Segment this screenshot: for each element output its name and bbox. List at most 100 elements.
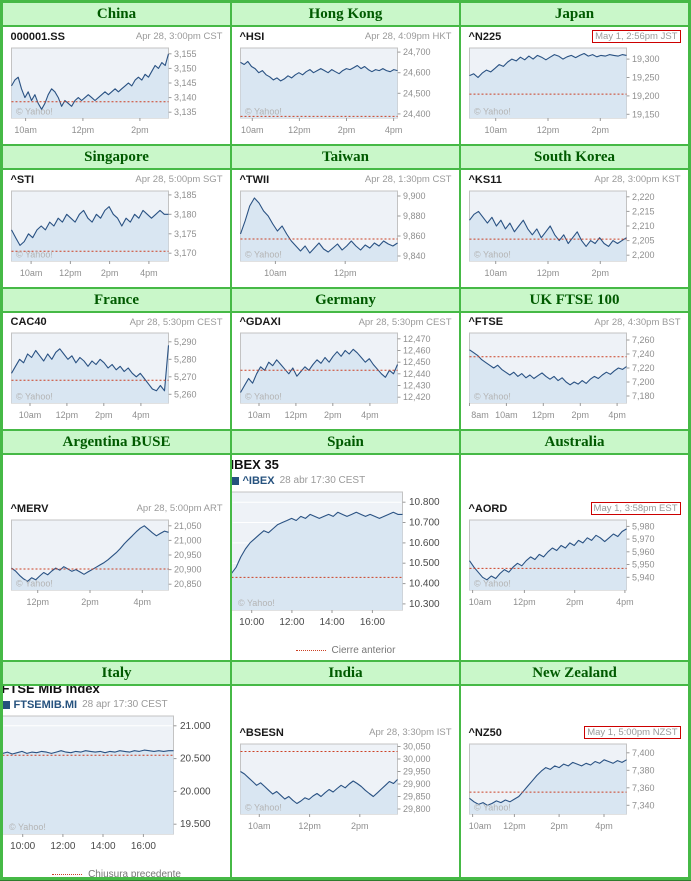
chart-panel-uk[interactable]: ^FTSE Apr 28, 4:30pm BST 7,180 7,200 7,220 7… [468, 314, 681, 428]
svg-text:20,950: 20,950 [174, 550, 202, 560]
svg-text:7,180: 7,180 [632, 391, 655, 401]
svg-text:4pm: 4pm [384, 125, 402, 135]
chart-panel-argentina[interactable]: ^MERV Apr 28, 5:00pm ART 20,850 20,900 20,9… [10, 501, 223, 615]
price-chart: 2,200 2,205 2,210 2,215 2,220 10am 12pm 2pm © Ya… [468, 190, 655, 278]
chart-panel-italy[interactable]: FTSE MIB Index FTSEMIB.MI 28 apr 17:30 C… [3, 686, 230, 877]
svg-text:19.500: 19.500 [180, 819, 211, 830]
legend-symbol: FTSEMIB.MI [13, 698, 78, 711]
svg-text:10am: 10am [19, 268, 42, 278]
svg-text:12pm: 12pm [513, 597, 536, 607]
svg-text:© Yahoo!: © Yahoo! [474, 802, 511, 812]
timestamp: Apr 28, 1:30pm CST [364, 174, 452, 185]
svg-text:19,250: 19,250 [632, 72, 660, 82]
svg-text:2,210: 2,210 [632, 221, 655, 231]
ticker-symbol: ^NZ50 [468, 726, 502, 739]
svg-text:7,260: 7,260 [632, 335, 655, 345]
svg-text:2,205: 2,205 [632, 235, 655, 245]
svg-text:© Yahoo!: © Yahoo! [245, 106, 282, 116]
ticker-symbol: ^GDAXI [239, 316, 281, 328]
svg-text:9,860: 9,860 [403, 231, 426, 241]
header-hong-kong: Hong Kong [232, 3, 459, 27]
svg-text:2pm: 2pm [81, 597, 99, 607]
svg-text:16:00: 16:00 [130, 841, 155, 852]
svg-text:12pm: 12pm [59, 268, 82, 278]
svg-text:29,950: 29,950 [403, 766, 431, 776]
ticker-symbol: CAC40 [10, 316, 47, 328]
svg-text:© Yahoo!: © Yahoo! [245, 392, 282, 402]
svg-text:4pm: 4pm [361, 410, 379, 420]
price-chart: 29,800 29,850 29,900 29,950 30,000 30,050 10am… [239, 741, 431, 831]
svg-text:12pm: 12pm [71, 125, 94, 135]
chart-panel-singapore[interactable]: ^STI Apr 28, 5:00pm SGT 3,170 3,175 3,180 3,… [10, 172, 223, 286]
ticker-symbol: ^MERV [10, 502, 49, 515]
timestamp-highlighted: May 1, 5:00pm NZST [584, 726, 681, 739]
svg-text:10am: 10am [264, 268, 287, 278]
svg-text:4pm: 4pm [595, 821, 613, 831]
svg-text:5,980: 5,980 [632, 521, 655, 531]
timestamp: Apr 28, 5:30pm CEST [129, 316, 223, 328]
svg-text:2,200: 2,200 [632, 250, 655, 260]
price-chart: 9,840 9,860 9,880 9,900 10am 12pm © Yahoo! [239, 190, 426, 278]
price-chart: 10.300 10.400 10.500 10.600 10.700 10.800 10:0… [232, 491, 440, 628]
chart-panel-new-zealand[interactable]: ^NZ50 May 1, 5:00pm NZST 7,340 7,360 7,380 7… [468, 725, 681, 839]
chart-panel-south-korea[interactable]: ^KS11 Apr 28, 3:00pm KST 2,200 2,205 2,210 2… [468, 172, 681, 286]
chart-title: IBEX 35 [232, 456, 279, 472]
svg-text:10am: 10am [247, 410, 270, 420]
svg-text:5,290: 5,290 [174, 337, 197, 347]
svg-text:5,950: 5,950 [632, 559, 655, 569]
dotted-line-sample [52, 874, 83, 875]
chart-panel-japan[interactable]: ^N225 May 1, 2:56pm JST 19,150 19,200 19,25… [468, 29, 681, 143]
price-chart: 5,940 5,950 5,960 5,970 5,980 10am 12pm 2pm 4pm ©… [468, 519, 655, 607]
svg-text:© Yahoo!: © Yahoo! [474, 392, 511, 402]
svg-text:10am: 10am [18, 410, 41, 420]
svg-text:2pm: 2pm [550, 821, 568, 831]
chart-panel-australia[interactable]: ^AORD May 1, 3:58pm EST 5,940 5,950 5,960 5,… [468, 501, 681, 615]
svg-text:10.800: 10.800 [409, 497, 440, 508]
svg-text:10.400: 10.400 [409, 578, 440, 589]
svg-text:10.300: 10.300 [409, 598, 440, 609]
svg-text:21,050: 21,050 [174, 520, 202, 530]
ticker-symbol: ^STI [10, 173, 35, 186]
svg-text:© Yahoo!: © Yahoo! [474, 106, 511, 116]
svg-text:7,220: 7,220 [632, 363, 655, 373]
svg-text:5,260: 5,260 [174, 389, 197, 399]
svg-text:12,430: 12,430 [403, 381, 431, 391]
ticker-symbol: ^KS11 [468, 173, 502, 186]
chart-panel-france[interactable]: CAC40 Apr 28, 5:30pm CEST 5,260 5,270 5,280… [10, 314, 223, 428]
svg-text:12,420: 12,420 [403, 392, 431, 402]
chart-panel-india[interactable]: ^BSESN Apr 28, 3:30pm IST 29,800 29,850 29,… [239, 725, 452, 839]
ticker-symbol: ^FTSE [468, 316, 504, 328]
svg-text:4pm: 4pm [133, 597, 151, 607]
svg-text:29,800: 29,800 [403, 804, 431, 814]
svg-text:8am: 8am [471, 410, 489, 420]
svg-text:9,900: 9,900 [403, 191, 426, 201]
chart-panel-germany[interactable]: ^GDAXI Apr 28, 5:30pm CEST 12,420 12,430 12… [239, 314, 452, 428]
svg-text:12pm: 12pm [288, 125, 311, 135]
timestamp: Apr 28, 5:30pm CEST [358, 316, 452, 328]
cell-uk-ftse-100: UK FTSE 100 ^FTSE Apr 28, 4:30pm BST 7,18… [461, 289, 688, 429]
svg-text:24,700: 24,700 [403, 47, 431, 57]
cell-china: China 000001.SS Apr 28, 3:00pm CST 3,135 3… [3, 3, 230, 144]
header-india: India [232, 662, 459, 686]
legend-swatch [3, 700, 10, 709]
ticker-symbol: ^N225 [468, 30, 502, 43]
cell-spain: Spain IBEX 35 ^IBEX 28 abr 17:30 CEST 10… [232, 431, 459, 660]
svg-text:© Yahoo!: © Yahoo! [474, 578, 511, 588]
legend-timestamp: 28 apr 17:30 CEST [82, 699, 168, 710]
svg-text:12pm: 12pm [55, 410, 78, 420]
timestamp: Apr 28, 5:00pm SGT [135, 174, 223, 185]
chart-panel-taiwan[interactable]: ^TWII Apr 28, 1:30pm CST 9,840 9,860 9,880 9… [239, 172, 452, 286]
prev-close-label: Cierre anterior [331, 645, 396, 656]
chart-panel-spain[interactable]: IBEX 35 ^IBEX 28 abr 17:30 CEST 10.300 10… [232, 457, 459, 659]
dotted-line-sample [295, 650, 326, 651]
svg-text:2pm: 2pm [95, 410, 113, 420]
header-germany: Germany [232, 289, 459, 313]
timestamp: Apr 28, 3:00pm CST [135, 31, 223, 42]
header-south-korea: South Korea [461, 146, 688, 170]
chart-panel-hong-kong[interactable]: ^HSI Apr 28, 4:09pm HKT 24,400 24,500 24,60… [239, 29, 452, 143]
svg-text:19,300: 19,300 [632, 54, 660, 64]
svg-text:3,150: 3,150 [174, 63, 197, 73]
svg-text:4pm: 4pm [132, 410, 150, 420]
chart-panel-china[interactable]: 000001.SS Apr 28, 3:00pm CST 3,135 3,140 3,… [10, 29, 223, 143]
